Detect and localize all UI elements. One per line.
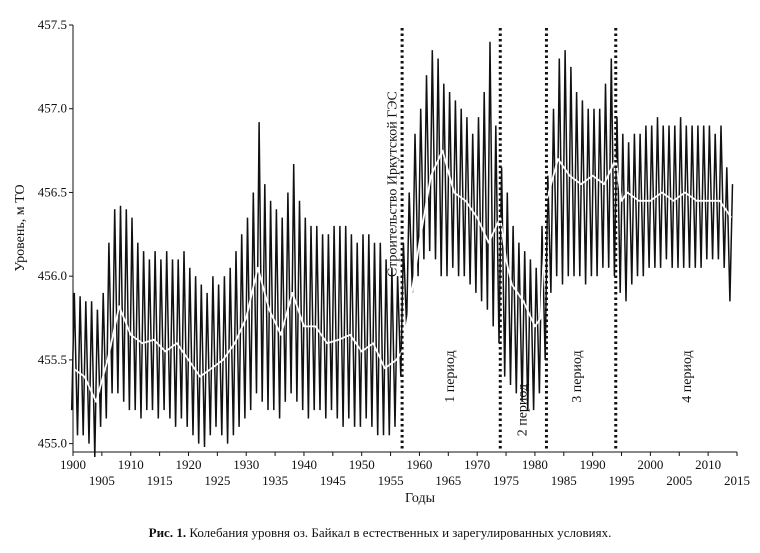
y-tick-label: 455.5: [38, 352, 67, 367]
series-mean-level-line: [72, 149, 732, 403]
construction-annotation: Строительство Иркутской ГЭС: [385, 91, 400, 277]
period-label-3: 3 период: [570, 350, 585, 402]
x-tick-label: 1970: [464, 457, 490, 472]
x-tick-label: 1920: [175, 457, 201, 472]
y-tick-label: 457.5: [38, 17, 67, 32]
x-tick-label: 2005: [666, 473, 692, 488]
x-tick-label: 2010: [695, 457, 721, 472]
x-axis-title: Годы: [405, 491, 436, 506]
period-label-1: 1 период: [443, 350, 458, 402]
x-tick-label: 1955: [378, 473, 404, 488]
x-tick-label: 2015: [724, 473, 750, 488]
x-tick-label: 1950: [349, 457, 375, 472]
y-axis-title: Уровень, м ТО: [13, 184, 28, 271]
x-tick-label: 1940: [291, 457, 317, 472]
period-divider-lines: [400, 28, 618, 452]
x-tick-label: 1905: [89, 473, 115, 488]
x-tick-label: 1995: [609, 473, 635, 488]
x-tick-label: 1945: [320, 473, 346, 488]
x-tick-label: 1980: [522, 457, 548, 472]
x-tick-label: 1960: [406, 457, 432, 472]
y-tick-label: 456.0: [38, 268, 67, 283]
x-tick-label: 1915: [147, 473, 173, 488]
x-tick-label: 1985: [551, 473, 577, 488]
figure-caption: Рис. 1. Колебания уровня оз. Байкал в ес…: [0, 525, 760, 541]
annotations: Строительство Иркутской ГЭС 1 период 2 пер…: [385, 91, 695, 436]
x-tick-label: 1900: [60, 457, 86, 472]
figure-caption-label: Рис. 1.: [148, 525, 187, 540]
y-tick-label: 455.0: [38, 436, 67, 451]
x-tick-label: 1910: [118, 457, 144, 472]
x-tick-label: 1935: [262, 473, 288, 488]
x-tick-label: 2000: [637, 457, 663, 472]
period-label-4: 4 период: [680, 350, 695, 402]
x-tick-label: 1925: [204, 473, 230, 488]
y-tick-label: 457.0: [38, 101, 67, 116]
x-tick-label: 1990: [580, 457, 606, 472]
period-label-2: 2 период: [515, 384, 530, 436]
figure-caption-text: Колебания уровня оз. Байкал в естественн…: [186, 525, 612, 540]
x-tick-label: 1975: [493, 473, 519, 488]
y-tick-label: 456.5: [38, 184, 67, 199]
x-tick-label: 1930: [233, 457, 259, 472]
x-tick-label: 1965: [435, 473, 461, 488]
